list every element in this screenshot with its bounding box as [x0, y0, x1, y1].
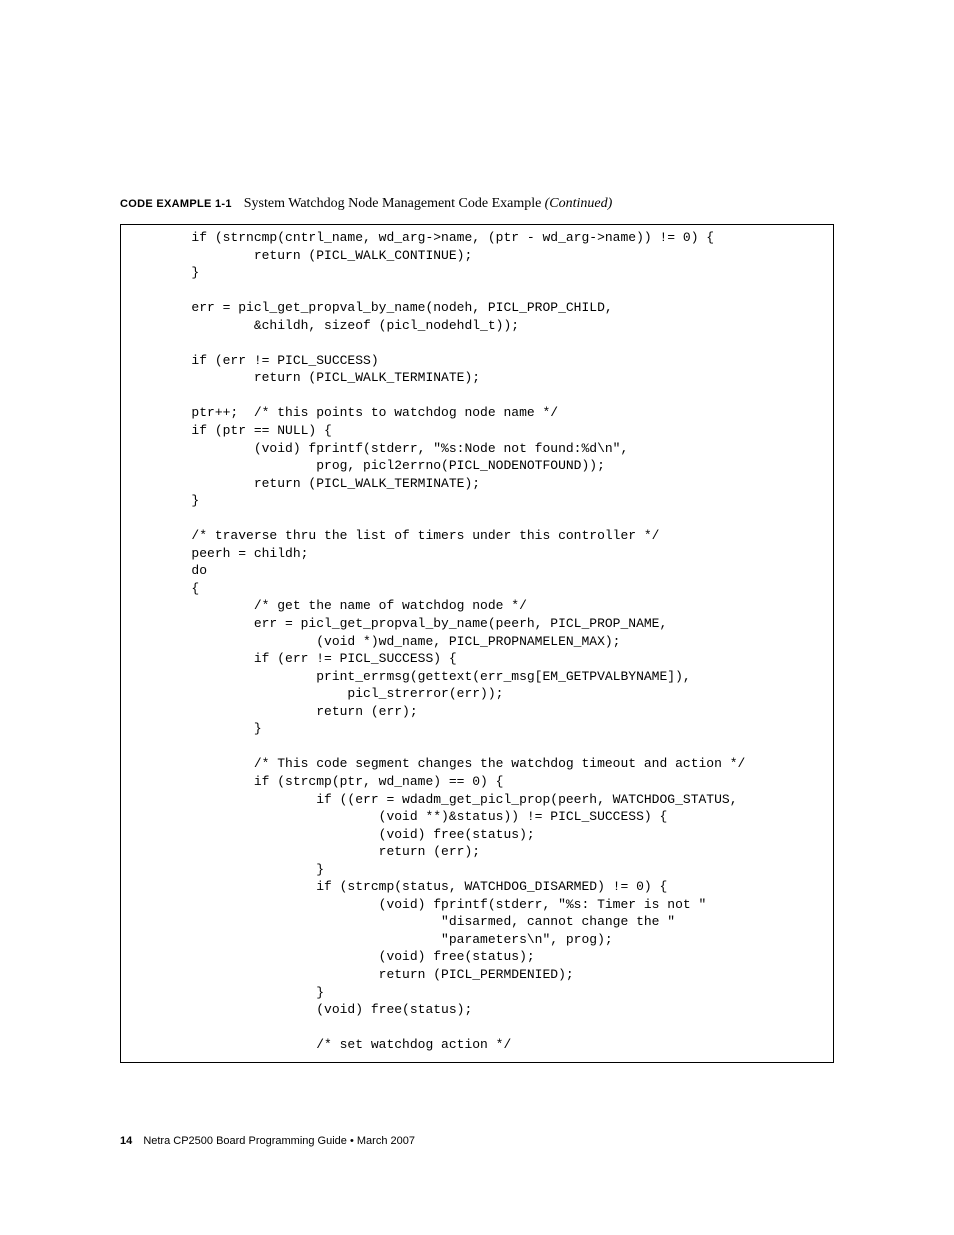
page-content: CODE EXAMPLE 1-1 System Watchdog Node Ma…: [0, 0, 954, 1063]
code-listing: if (strncmp(cntrl_name, wd_arg->name, (p…: [120, 224, 834, 1063]
page-footer: 14 Netra CP2500 Board Programming Guide …: [120, 1135, 415, 1147]
footer-title: Netra CP2500 Board Programming Guide • M…: [143, 1135, 415, 1147]
caption-label: CODE EXAMPLE 1-1: [120, 198, 232, 210]
caption-continued: (Continued): [545, 196, 613, 211]
caption-title: System Watchdog Node Management Code Exa…: [244, 196, 542, 211]
caption-title-wrapper: System Watchdog Node Management Code Exa…: [244, 195, 613, 212]
footer-page-number: 14: [120, 1135, 132, 1147]
code-caption: CODE EXAMPLE 1-1 System Watchdog Node Ma…: [120, 195, 834, 212]
